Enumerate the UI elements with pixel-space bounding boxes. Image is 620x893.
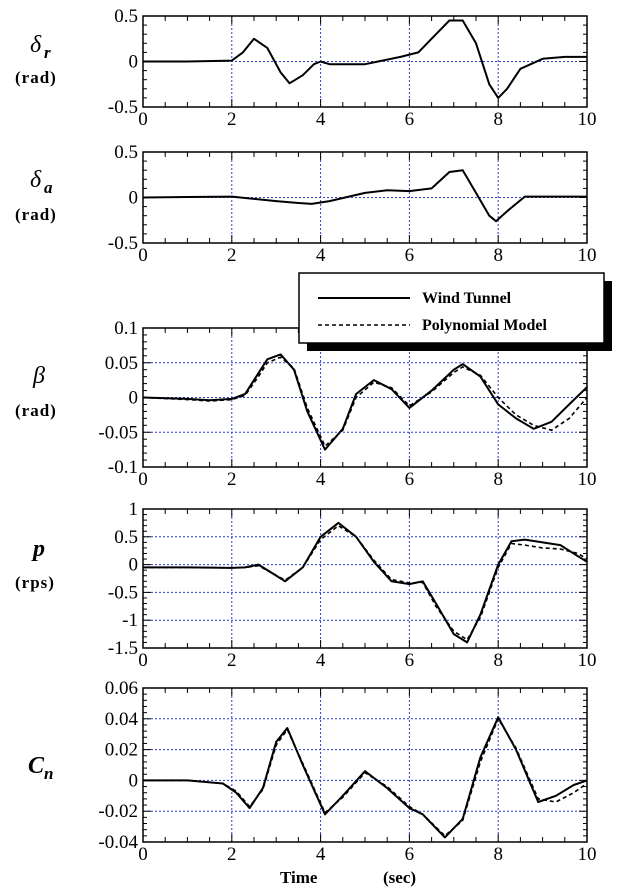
x-axis-label-time: Time	[280, 868, 318, 887]
series-line-polynomial-model	[142, 356, 588, 447]
legend: Wind Tunnel Polynomial Model	[298, 272, 612, 351]
y-axis-label-subscript: a	[44, 178, 53, 197]
y-axis-label-unit: (rps)	[15, 573, 55, 592]
y-tick-label: -1	[122, 610, 138, 631]
y-axis-label-subscript: r	[44, 43, 51, 62]
y-tick-label: 0.05	[105, 353, 138, 374]
y-tick-label: 0.5	[114, 527, 138, 548]
y-tick-label: 0	[129, 188, 139, 209]
y-tick-label: -0.5	[108, 582, 138, 603]
x-tick-label: 0	[138, 844, 148, 865]
x-tick-label: 4	[316, 844, 326, 865]
x-tick-label: 10	[578, 650, 597, 671]
x-tick-label: 8	[493, 245, 503, 266]
series-line-wind-tunnel	[143, 19, 587, 99]
y-tick-label: 0.04	[105, 709, 139, 730]
y-tick-label: 0.1	[114, 318, 138, 339]
y-tick-label: -0.04	[98, 832, 138, 853]
y-tick-label: 0	[129, 388, 139, 409]
x-tick-label: 4	[316, 650, 326, 671]
y-tick-label: -0.02	[98, 801, 138, 822]
legend-box	[298, 272, 605, 344]
x-tick-label: 6	[405, 650, 415, 671]
y-axis-label-symbol: δ	[30, 167, 42, 193]
y-tick-label: 0.5	[114, 6, 138, 27]
x-tick-label: 6	[405, 109, 415, 130]
y-tick-label: 0	[129, 555, 139, 576]
x-tick-label: 0	[138, 245, 148, 266]
plot-frame	[142, 508, 588, 649]
y-tick-label: -0.5	[108, 97, 138, 118]
x-tick-label: 4	[316, 469, 326, 490]
series-line-polynomial-model	[143, 718, 588, 837]
y-tick-label: 0.5	[114, 142, 138, 163]
chart-panel-2: 0.10.050-0.05-0.10 2 4 6 8 10β(rad)	[15, 318, 597, 490]
y-axis-label-unit: (rad)	[15, 401, 57, 420]
y-tick-label: 0.02	[105, 740, 138, 761]
chart-panel-0: 0.50-0.50 2 4 6 8 10δ r(rad)	[15, 6, 597, 130]
chart-panel-3: 10.50-0.5-1-1.50 2 4 6 8 10p(rps)	[15, 499, 597, 671]
x-tick-label: 6	[405, 469, 415, 490]
x-tick-label: 10	[578, 844, 597, 865]
y-tick-label: 0	[129, 770, 139, 791]
x-tick-label: 6	[405, 844, 415, 865]
x-axis-label-unit: (sec)	[383, 868, 416, 887]
legend-entry-wind-tunnel: Wind Tunnel	[422, 290, 512, 307]
series-line-wind-tunnel	[143, 521, 588, 644]
x-tick-label: 6	[405, 245, 415, 266]
x-tick-label: 8	[493, 844, 503, 865]
y-axis-label-symbol: β	[32, 363, 45, 389]
x-tick-label: 2	[227, 469, 237, 490]
series-line-polynomial-model	[143, 524, 588, 641]
series-line-wind-tunnel	[143, 716, 588, 839]
x-tick-label: 4	[316, 109, 326, 130]
y-axis-label-symbol: C	[28, 753, 45, 779]
chart-panel-1: 0.50-0.50 2 4 6 8 10δ a(rad)	[15, 142, 597, 266]
series-line-wind-tunnel	[142, 169, 587, 223]
y-tick-label: -0.1	[108, 457, 138, 478]
y-tick-label: -1.5	[108, 638, 138, 659]
y-tick-label: -0.5	[108, 233, 138, 254]
x-tick-label: 2	[227, 650, 237, 671]
y-tick-label: 0.06	[105, 678, 138, 699]
plot-frame	[142, 15, 588, 108]
y-tick-label: -0.05	[98, 422, 138, 443]
y-tick-label: 1	[129, 499, 139, 520]
chart-panel-4: 0.060.040.020-0.02-0.040 2 4 6 8 10C n	[28, 678, 597, 865]
y-axis-label-symbol: p	[31, 536, 45, 562]
x-tick-label: 0	[138, 650, 148, 671]
y-axis-label-subscript: n	[44, 764, 53, 783]
legend-entry-polynomial-model: Polynomial Model	[422, 317, 547, 334]
y-tick-label: 0	[129, 52, 139, 73]
x-tick-label: 2	[227, 109, 237, 130]
x-tick-label: 0	[138, 109, 148, 130]
x-tick-label: 10	[578, 245, 597, 266]
x-tick-label: 10	[578, 469, 597, 490]
x-tick-label: 8	[493, 469, 503, 490]
x-tick-label: 4	[316, 245, 326, 266]
plot-frame	[142, 151, 588, 244]
plot-frame	[142, 687, 588, 843]
x-tick-label: 10	[578, 109, 597, 130]
y-axis-label-unit: (rad)	[15, 68, 57, 87]
y-axis-label-symbol: δ	[30, 32, 42, 58]
y-axis-label-unit: (rad)	[15, 205, 57, 224]
x-tick-label: 2	[227, 245, 237, 266]
series-line-wind-tunnel	[142, 353, 588, 451]
x-tick-label: 8	[493, 650, 503, 671]
x-tick-label: 0	[138, 469, 148, 490]
x-tick-label: 2	[227, 844, 237, 865]
x-tick-label: 8	[493, 109, 503, 130]
